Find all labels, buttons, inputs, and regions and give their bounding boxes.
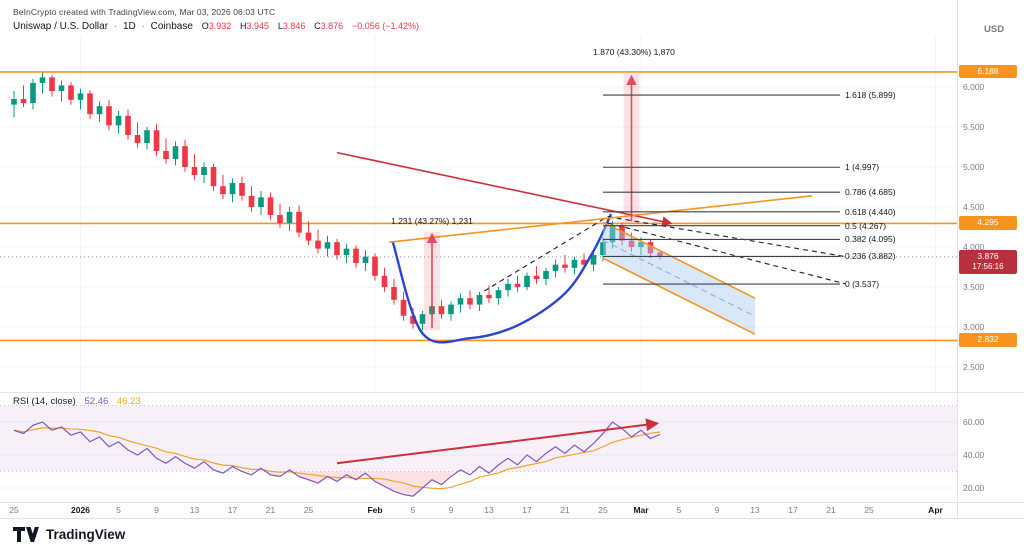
time-tick-13: 13 [189, 505, 200, 515]
time-tick-17: 17 [227, 505, 238, 515]
exchange-name[interactable]: Coinbase [150, 21, 193, 32]
tradingview-logo-icon[interactable] [13, 527, 39, 542]
price-axis[interactable]: 6.000 5.500 5.000 4.500 4.000 3.500 3.000 2.500… [957, 0, 1024, 518]
open-label: O [201, 21, 209, 31]
separator-dot: · [113, 21, 118, 32]
fib-level-label[interactable]: 1.618 (5.899) [845, 90, 896, 101]
price-badge-3.876[interactable]: 3.876 17:56:16 [959, 249, 1017, 275]
close-label: C [314, 21, 321, 31]
fib-level-label[interactable]: 0.786 (4.685) [845, 187, 896, 198]
time-tick-5: 5 [116, 505, 121, 515]
price-tick: 6.000 [963, 82, 985, 92]
time-tick-21: 21 [265, 505, 276, 515]
time-tick-9: 9 [714, 505, 720, 515]
time-tick-5: 5 [676, 505, 682, 515]
fib-level-label[interactable]: 0 (3.537) [845, 279, 880, 290]
rsi-tick: 60.00 [963, 417, 985, 427]
rsi-label: RSI (14, close) [13, 396, 76, 407]
open-value: 3.932 [208, 21, 232, 31]
interval-selector[interactable]: 1D [122, 21, 136, 32]
measurement-label-top[interactable]: 1.870 (43.30%) 1,870 [593, 47, 675, 57]
low-label: L [277, 21, 283, 31]
rsi-value: 52.46 [84, 396, 109, 407]
time-tick-13: 13 [750, 505, 760, 515]
fib-level-label[interactable]: 0.382 (4.095) [845, 234, 896, 245]
time-tick-2026: 2026 [71, 505, 90, 515]
fib-level-label[interactable]: 0.236 (3.882) [845, 251, 896, 262]
time-tick-Mar: Mar [633, 505, 649, 515]
time-tick-5: 5 [410, 505, 416, 515]
price-badge-6.188[interactable]: 6.188 [959, 64, 1017, 79]
price-tick: 4.500 [963, 202, 985, 212]
time-tick-Feb: Feb [367, 505, 383, 515]
footer: TradingView [13, 527, 125, 542]
low-value: 3.846 [282, 21, 306, 31]
time-tick-17: 17 [788, 505, 798, 515]
attribution-text: BeInCrypto created with TradingView.com,… [13, 7, 276, 17]
currency-label: USD [984, 24, 1005, 35]
measurement-label-mid[interactable]: 1.231 (43.27%) 1,231 [391, 216, 473, 226]
rsi-tick: 20.00 [963, 483, 985, 493]
price-badge-4.295[interactable]: 4.295 [959, 216, 1017, 230]
brand-name[interactable]: TradingView [46, 527, 126, 542]
time-axis[interactable]: 25 2026 5 9 13 17 21 25 Feb 5 9 13 17 21 25 Mar 5 9 13 17 21… [0, 503, 957, 518]
fib-level-label[interactable]: 1 (4.997) [845, 162, 880, 173]
price-tick: 5.000 [963, 162, 985, 172]
time-tick-21: 21 [826, 505, 836, 515]
close-value: 3.876 [320, 21, 344, 31]
symbol-bar: Uniswap / U.S. Dollar · 1D · Coinbase O3… [13, 21, 419, 32]
separator-dot: · [141, 21, 145, 32]
price-tick: 3.500 [963, 282, 985, 292]
time-tick-25: 25 [303, 505, 314, 515]
time-tick-25: 25 [598, 505, 608, 515]
price-tick: 4.000 [963, 242, 985, 252]
symbol-name[interactable]: Uniswap / U.S. Dollar [13, 21, 109, 32]
change-value: −0.056 (−1.42%) [351, 21, 420, 31]
price-tick: 2.500 [963, 362, 985, 372]
time-tick-21: 21 [560, 505, 570, 515]
time-tick-25: 25 [864, 505, 874, 515]
rsi-indicator-title[interactable]: RSI (14, close) 52.46 46.23 [13, 396, 141, 407]
time-tick-13: 13 [484, 505, 494, 515]
price-tick: 3.000 [963, 322, 985, 332]
high-value: 3.945 [246, 21, 270, 31]
high-label: H [240, 21, 247, 31]
rsi-tick: 40.00 [963, 450, 985, 460]
time-tick-9: 9 [448, 505, 454, 515]
rsi-ma-value: 46.23 [116, 396, 141, 407]
price-tick: 5.500 [963, 122, 985, 132]
price-badge-2.832[interactable]: 2.832 [959, 333, 1017, 347]
fib-level-label[interactable]: 0.618 (4.440) [845, 206, 896, 217]
time-tick-9: 9 [154, 505, 159, 515]
time-tick-Apr: Apr [928, 505, 943, 515]
time-tick-25: 25 [9, 505, 19, 515]
time-tick-17: 17 [522, 505, 532, 515]
fib-level-label[interactable]: 0.5 (4.267) [845, 220, 887, 231]
